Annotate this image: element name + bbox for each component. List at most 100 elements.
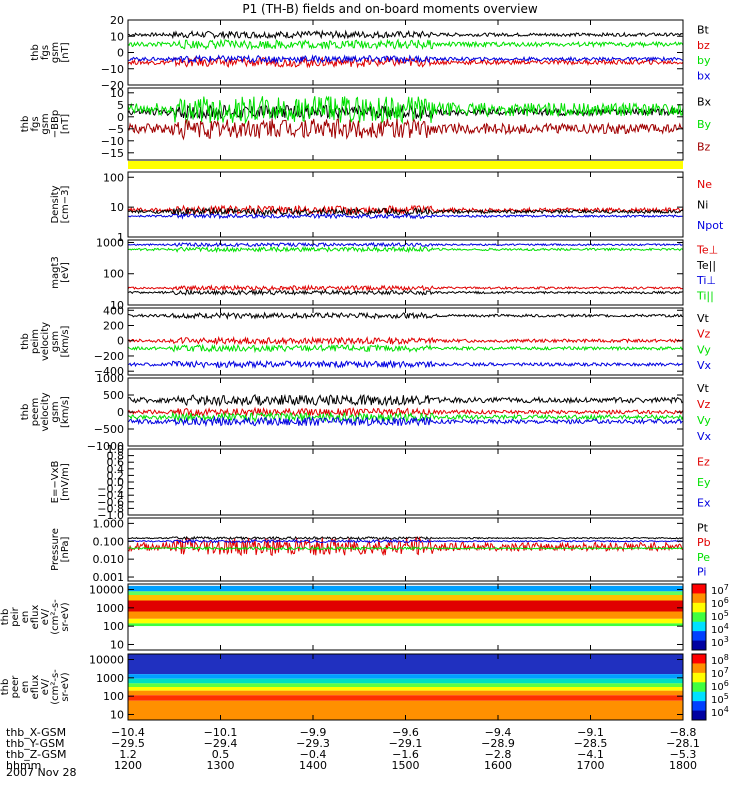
- y-tick-label: 1000: [96, 602, 124, 615]
- legend-entry: Vt: [697, 312, 710, 325]
- panel-8: Pt Pb Pe Pi 1.000 0.100 0.010 0.001 Pressure[nPa…: [50, 517, 711, 584]
- legend-entry: Vy: [697, 414, 711, 427]
- panel-frame: [127, 517, 684, 582]
- x-axis-value: −29.1: [389, 737, 423, 750]
- x-axis-value: 1800: [669, 759, 697, 772]
- colorbar-segment: [692, 691, 706, 702]
- y-tick-label: 500: [103, 389, 124, 402]
- x-axis-value: −28.5: [574, 737, 608, 750]
- y-axis-label: thbfgsgsm−BBp[nT]: [20, 110, 71, 138]
- series-line-te: [127, 288, 683, 297]
- spectrogram-band: [128, 695, 683, 701]
- series-line-vx: [127, 415, 684, 428]
- series-line-by: [127, 38, 684, 51]
- chart-title: P1 (TH-B) fields and on-board moments ov…: [242, 2, 538, 16]
- colorbar-tick-label: 103: [711, 635, 729, 649]
- colorbar-segment: [692, 612, 706, 623]
- colorbar-segment: [692, 663, 706, 674]
- y-tick-label: 1.000: [93, 517, 125, 530]
- series-line-bz: [127, 118, 684, 141]
- ephemeris-band: [128, 161, 683, 169]
- y-axis-label: thbpeirenefluxeV/(cm²-s-sr-eV): [0, 599, 71, 635]
- x-axis-value: −1.6: [392, 748, 419, 761]
- x-axis-value: 1700: [577, 759, 605, 772]
- spectrogram-band: [128, 623, 683, 627]
- x-axis-value: −2.8: [485, 748, 512, 761]
- y-tick-label: −0.4: [97, 489, 124, 502]
- y-tick-label: 0.010: [93, 553, 125, 566]
- spectrogram-band: [128, 626, 683, 650]
- y-tick-label: 0.001: [93, 571, 125, 584]
- colorbar-tick-label: 104: [711, 705, 729, 719]
- legend-entry: by: [697, 54, 711, 67]
- y-tick-label: −5: [108, 123, 124, 136]
- colorbar-tick-label: 105: [711, 609, 729, 623]
- series-line-bt: [127, 29, 684, 40]
- date-label: 2007 Nov 28: [6, 766, 76, 779]
- y-tick-label: −10: [101, 135, 124, 148]
- colorbar-segment: [692, 631, 706, 642]
- colorbar-frame: [691, 653, 707, 721]
- y-axis-label: E=−VxB[mV/m]: [50, 461, 71, 504]
- x-axis-value: 1.2: [119, 748, 137, 761]
- y-tick-label: 0: [117, 335, 124, 348]
- colorbar-segment: [692, 654, 706, 664]
- y-tick-label: 0.8: [107, 450, 125, 463]
- spectrogram-band: [128, 700, 683, 720]
- y-tick-label: −500: [94, 423, 124, 436]
- y-tick-label: 20: [110, 14, 124, 27]
- colorbar-tick-label: 104: [711, 622, 729, 636]
- y-tick-label: 0.4: [107, 463, 125, 476]
- x-axis-value: −0.4: [300, 748, 327, 761]
- x-axis-value: −10.4: [111, 726, 145, 739]
- y-tick-label: 200: [103, 320, 124, 333]
- y-tick-label: 1000: [96, 372, 124, 385]
- spectrogram-band: [128, 595, 683, 601]
- y-tick-label: −10: [101, 63, 124, 76]
- y-tick-label: 10: [110, 87, 124, 100]
- series-line-vy: [127, 343, 684, 354]
- legend-entry: Pb: [697, 536, 711, 549]
- spectrogram-band: [128, 591, 683, 596]
- x-axis-value: −8.8: [670, 726, 697, 739]
- colorbar-tick-label: 105: [711, 692, 729, 706]
- colorbar-segment: [692, 584, 706, 594]
- series-line-by: [127, 95, 684, 125]
- panel-frame: [127, 19, 684, 86]
- legend-entry: Te||: [696, 259, 716, 272]
- y-tick-label: 0.100: [93, 535, 125, 548]
- y-axis-label: magt3[eV]: [50, 256, 71, 289]
- y-axis-label: thbpeemvelocitygsm[km/s]: [20, 392, 71, 431]
- colorbar-tick-label: 107: [711, 583, 729, 597]
- legend-entry: bx: [697, 69, 711, 82]
- spectrogram-band: [128, 687, 683, 691]
- x-axis-value: −9.6: [392, 726, 419, 739]
- series-line-te: [127, 284, 684, 292]
- y-tick-label: 100: [103, 268, 124, 281]
- x-axis-value: 1200: [114, 759, 142, 772]
- series-line-pt: [127, 535, 684, 541]
- series-line-pe: [127, 545, 684, 551]
- legend-entry: Vx: [697, 359, 712, 372]
- spectrogram-band: [128, 674, 683, 679]
- series-line-npot: [127, 212, 683, 220]
- spectrogram-band: [128, 618, 683, 624]
- panel-4: Te⊥ Te|| Ti⊥ Ti|| 1000 100 10 magt3[eV]: [50, 236, 718, 312]
- series-line-vy: [127, 411, 684, 423]
- series-line-pi: [127, 538, 684, 544]
- legend-entry: Ez: [697, 455, 710, 468]
- legend-entry: Vz: [697, 398, 711, 411]
- x-axis-row-label: thb_Y-GSM: [6, 737, 65, 750]
- colorbar-tick-label: 108: [711, 653, 729, 667]
- y-tick-label: 1: [117, 231, 124, 244]
- panels: Btbzbybx20100−10−20thbfgsgsm[nT]BxByBz10…: [0, 14, 729, 721]
- series-line-vz: [127, 406, 684, 418]
- y-tick-label: 0: [117, 406, 124, 419]
- y-axis-label: thbpeimvelocitygsm[km/s]: [20, 322, 71, 361]
- y-axis-label: thbfgsgsm[nT]: [30, 42, 71, 63]
- legend-entry: Vz: [697, 328, 711, 341]
- legend-entry: Ni: [697, 199, 708, 212]
- legend-entry: Ti⊥: [696, 274, 716, 287]
